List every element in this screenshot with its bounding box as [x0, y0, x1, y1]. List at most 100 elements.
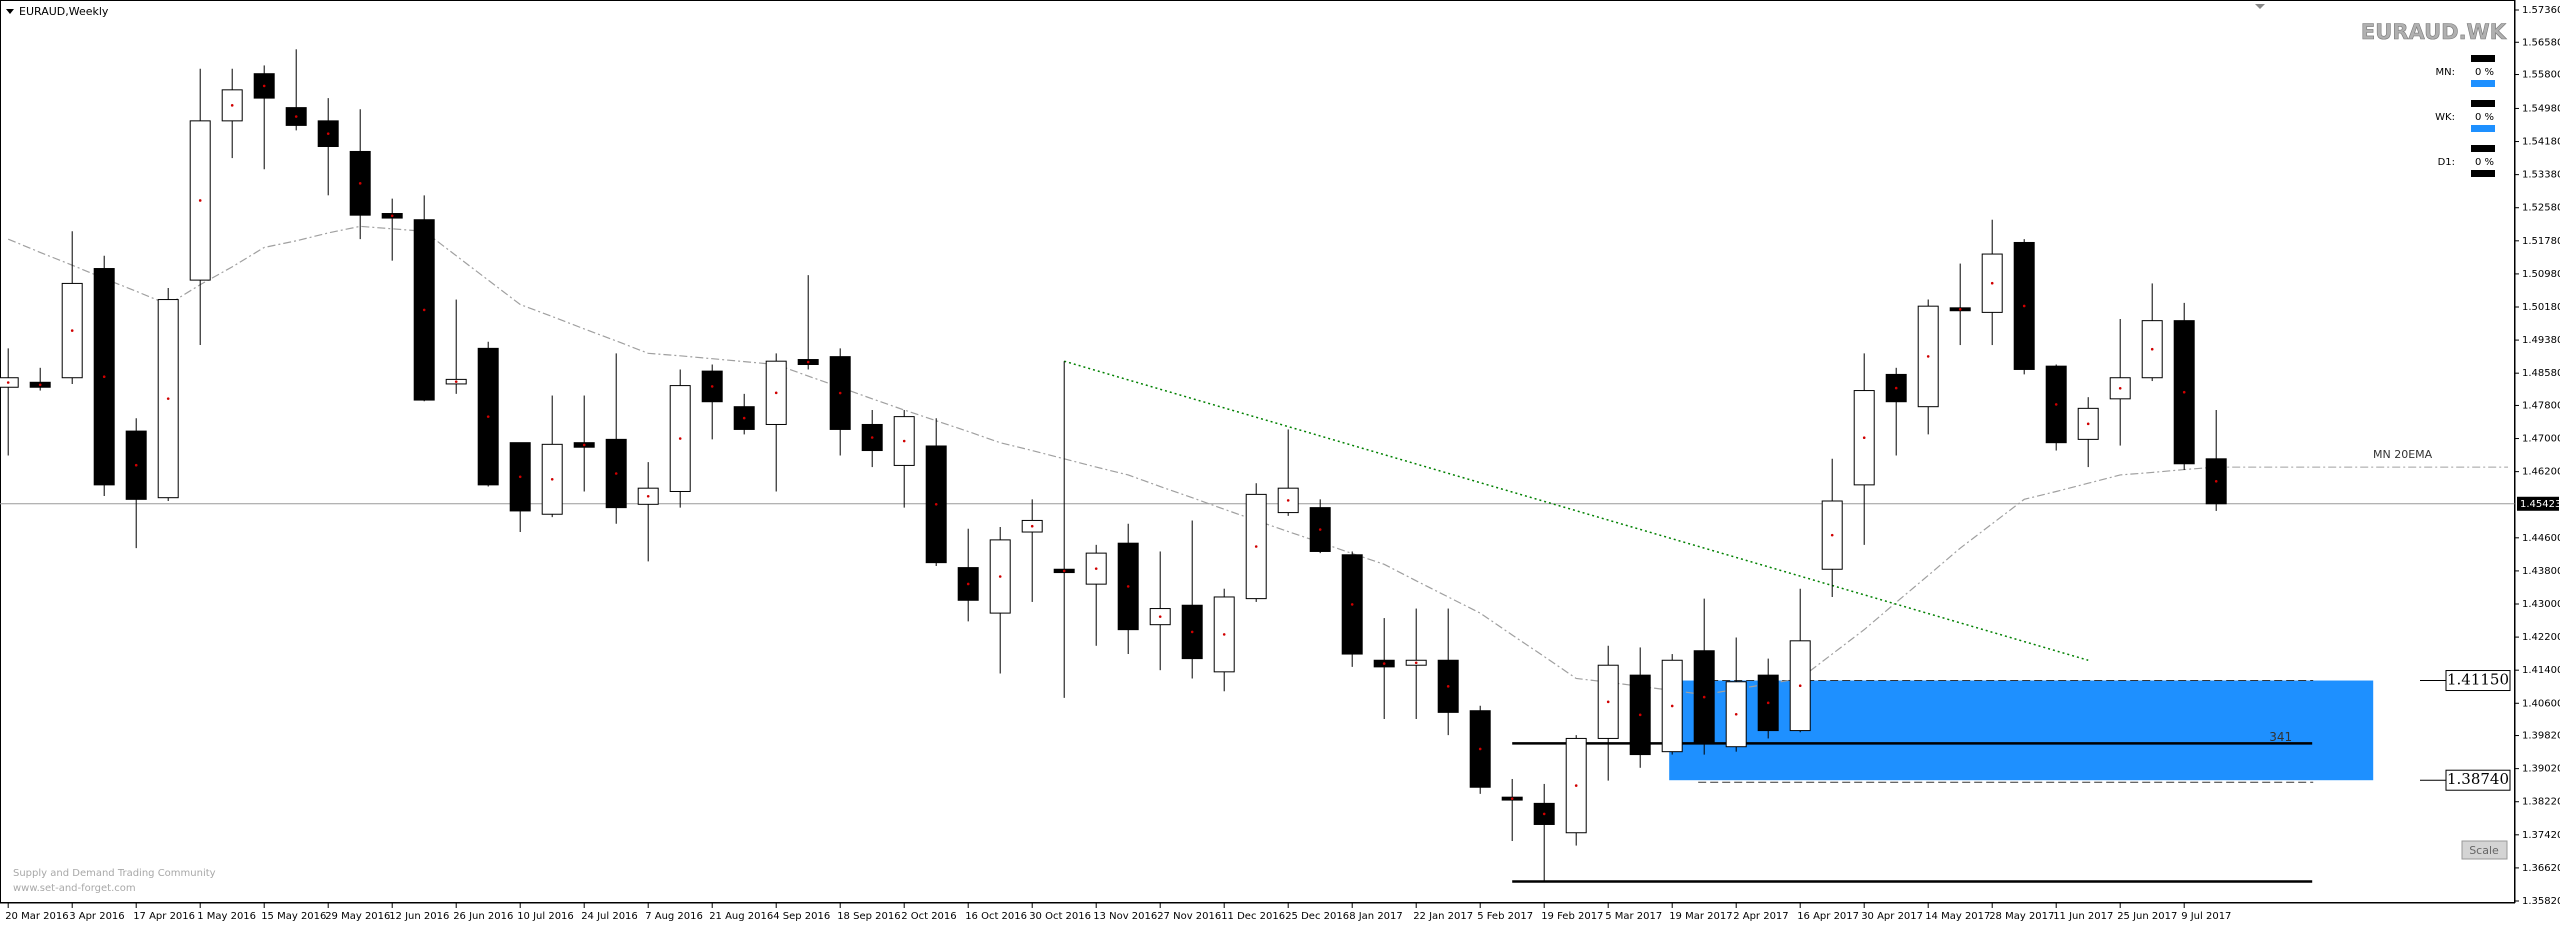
candle-mid-dot: [934, 503, 938, 506]
scale-button-label[interactable]: Scale: [2469, 844, 2499, 857]
candle-mid-dot: [1862, 436, 1866, 440]
candle-mid-dot: [870, 436, 874, 439]
y-tick-label: 1.55800: [2522, 70, 2560, 81]
y-tick-label: 1.56580: [2522, 37, 2560, 48]
x-tick-label: 12 Jun 2016: [389, 911, 449, 922]
y-tick-label: 1.41400: [2522, 665, 2560, 676]
x-tick-label: 16 Apr 2017: [1797, 911, 1859, 922]
plot-layer: 1.41150 1.38740 341 MN 20EMA: [0, 49, 2515, 883]
x-tick-label: 17 Apr 2016: [133, 911, 195, 922]
y-tick-label: 1.38220: [2522, 797, 2560, 808]
current-price-box: [2517, 496, 2559, 511]
x-tick-label: 20 Mar 2016: [5, 911, 68, 922]
candle-mid-dot: [1798, 684, 1802, 687]
candle-mid-dot: [2054, 403, 2058, 406]
x-tick-label: 2 Oct 2016: [901, 911, 956, 922]
y-tick-label: 1.48580: [2522, 368, 2560, 379]
candle-mid-dot: [582, 443, 586, 447]
y-tick-label: 1.47000: [2522, 434, 2560, 445]
candle-mid-dot: [1606, 700, 1610, 704]
candle-mid-dot: [422, 308, 426, 312]
x-tick-label: 30 Oct 2016: [1029, 911, 1091, 922]
x-tick-label: 3 Apr 2016: [69, 911, 124, 922]
x-tick-label: 9 Jul 2017: [2181, 911, 2231, 922]
y-tick-label: 1.39820: [2522, 731, 2560, 742]
footer-text: www.set-and-forget.com: [13, 883, 136, 894]
candle-mid-dot: [1158, 615, 1162, 618]
candle-mid-dot: [1414, 661, 1418, 665]
candle-mid-dot: [1478, 747, 1482, 751]
candle-mid-dot: [806, 360, 810, 364]
x-tick-label: 26 Jun 2016: [453, 911, 513, 922]
candle-mid-dot: [2214, 479, 2218, 483]
x-tick-label: 4 Sep 2016: [773, 911, 830, 922]
y-tick-label: 1.42200: [2522, 632, 2560, 643]
candle-mid-dot: [2022, 304, 2026, 308]
x-tick-label: 21 Aug 2016: [709, 911, 773, 922]
candle-mid-dot: [1510, 797, 1514, 800]
candle-mid-dot: [774, 391, 778, 395]
x-tick-label: 19 Mar 2017: [1669, 911, 1732, 922]
y-tick-label: 1.40600: [2522, 698, 2560, 709]
scale-button[interactable]: Scale: [2461, 840, 2508, 860]
panel-bar: [2471, 100, 2495, 107]
candle-mid-dot: [1318, 528, 1322, 531]
panel-name: MN:: [2436, 67, 2455, 78]
candle-mid-dot: [1990, 281, 1994, 285]
x-tick-label: 15 May 2016: [261, 911, 326, 922]
candle-mid-dot: [1094, 567, 1098, 570]
y-tick-label: 1.49380: [2522, 335, 2560, 346]
x-tick-label: 10 Jul 2016: [517, 911, 574, 922]
panel-bar: [2471, 125, 2495, 132]
candle-mid-dot: [1734, 712, 1738, 716]
candle-mid-dot: [358, 182, 362, 185]
candle-mid-dot: [1382, 662, 1386, 665]
scale-button-bg[interactable]: [2461, 840, 2508, 860]
y-tick-label: 1.52580: [2522, 203, 2560, 214]
candle-mid-dot: [1126, 585, 1130, 588]
panel-bar: [2471, 145, 2495, 152]
x-tick-label: 16 Oct 2016: [965, 911, 1027, 922]
x-tick-label: 13 Nov 2016: [1093, 911, 1157, 922]
y-tick-label: 1.44600: [2522, 533, 2560, 544]
candle-mid-dot: [646, 494, 650, 498]
candle-mid-dot: [1574, 784, 1578, 787]
x-tick-label: 19 Feb 2017: [1541, 911, 1603, 922]
candle-mid-dot: [838, 391, 842, 395]
candle-mid-dot: [678, 437, 682, 440]
y-tick-label: 1.39020: [2522, 764, 2560, 775]
x-tick-label: 5 Feb 2017: [1477, 911, 1533, 922]
candle-mid-dot: [1766, 701, 1770, 705]
candle-mid-dot: [1830, 533, 1834, 537]
ema-label: MN 20EMA: [2373, 448, 2433, 461]
candle-mid-dot: [2150, 347, 2154, 351]
status-panel: MN: 0 % WK: 0 % D1: 0 %: [2435, 55, 2495, 177]
panel-bar: [2471, 55, 2495, 62]
candle-mid-dot: [262, 84, 266, 88]
y-tick-label: 1.35820: [2522, 896, 2560, 907]
candle-mid-dot: [2118, 386, 2122, 390]
x-tick-label: 2 Apr 2017: [1733, 911, 1788, 922]
candle-mid-dot: [326, 132, 330, 135]
x-tick-label: 8 Jan 2017: [1349, 911, 1403, 922]
y-tick-label: 1.46200: [2522, 467, 2560, 478]
candle-mid-dot: [486, 415, 490, 418]
panel-name: WK:: [2435, 112, 2455, 123]
candle-mid-dot: [1894, 386, 1898, 390]
zone-price-box: [2445, 670, 2511, 692]
candle-mid-dot: [966, 582, 970, 586]
candle-mid-dot: [1190, 630, 1194, 634]
x-tick-label: 11 Dec 2016: [1221, 911, 1285, 922]
candle-mid-dot: [902, 439, 906, 443]
x-tick-label: 30 Apr 2017: [1861, 911, 1923, 922]
y-tick-label: 1.51780: [2522, 236, 2560, 247]
ema-line: [7, 225, 2217, 696]
candle-mid-dot: [710, 385, 714, 388]
panel-value: 0 %: [2475, 157, 2494, 168]
x-tick-label: 25 Dec 2016: [1285, 911, 1349, 922]
x-tick-label: 14 May 2017: [1925, 911, 1990, 922]
supply-demand-zone: [1669, 680, 2374, 781]
y-tick-label: 1.47800: [2522, 400, 2560, 411]
candle-mid-dot: [38, 383, 42, 387]
zone-price-label: 1.38740: [2447, 770, 2509, 788]
